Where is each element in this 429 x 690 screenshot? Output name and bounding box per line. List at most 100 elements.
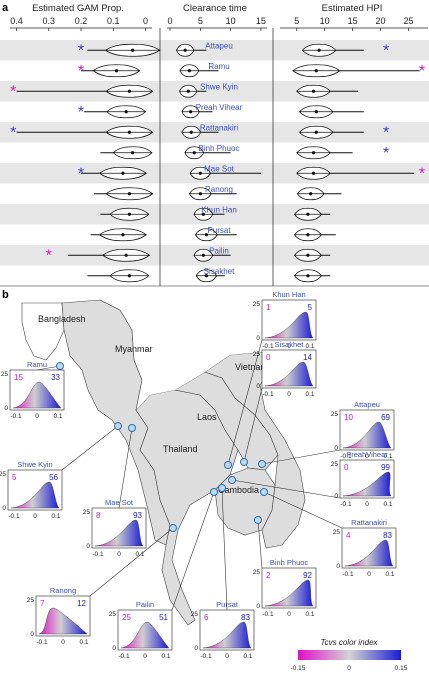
violin-median [198,192,202,196]
inset-xtick: -0.1 [340,501,352,508]
leader-line [221,487,228,611]
gam-tick-label: 0 [143,16,148,26]
count-right: 69 [381,413,390,422]
count-right: 51 [159,613,168,622]
inset-xtick: 0 [287,391,291,398]
colorbar-title: Tcvs color index [320,638,378,647]
violin-median [204,233,208,237]
inset-ytick: 0 [86,543,90,550]
inset-xtick: 0 [35,413,39,420]
inset-xtick: 0.1 [53,413,62,420]
violin-median [183,48,187,52]
site-marker [228,476,236,484]
violin-median [189,130,193,134]
leader-line [227,339,263,466]
inset-xtick: 0 [365,501,369,508]
count-right: 56 [49,473,58,482]
violin-median [124,110,128,114]
violin-median [317,48,321,52]
inset-ytick: 0 [194,645,198,652]
label-vietnam: Vietnam [235,362,268,372]
violin-median [201,212,205,216]
inset-xtick: -0.1 [262,391,274,398]
violin-median [127,274,132,278]
inset-title: Khun Han [272,290,305,299]
significance-star: * [10,83,16,100]
inset-ytick: 0 [256,383,260,390]
leader-line [263,491,343,529]
inset-ytick: 25 [27,597,35,604]
bangladesh-shape [21,302,65,361]
site-marker [210,488,218,496]
inset-xtick: 0 [33,513,37,520]
leader-line [61,425,119,471]
label-thailand: Thailand [163,444,198,454]
count-left: 0 [344,463,349,472]
site-label: Pursat [207,226,231,235]
inset-xtick: -0.1 [36,639,48,646]
inset-ytick: 0 [256,335,260,342]
count-right: 5 [308,303,313,312]
violin-median [306,212,310,216]
significance-star: * [419,63,425,80]
significance-star: * [10,124,16,141]
count-left: 15 [14,373,23,382]
inset-xtick: 0 [143,653,147,660]
violin-median [189,110,193,114]
violin-median [306,253,310,257]
leader-line [89,527,174,597]
inset-xtick: 0.1 [243,653,252,660]
violin-median [311,151,316,155]
violin-median [306,233,310,237]
inset-title: Rattanakiri [351,518,387,527]
violin-median [121,233,125,237]
inset-xtick: 0 [117,551,121,558]
inset-xtick: 0 [61,639,65,646]
site-label: Pailin [209,246,229,255]
clearance-title: Clearance time [183,3,247,14]
inset-xtick: 0.1 [51,513,60,520]
inset-ytick: 0 [334,493,338,500]
inset-ytick: 0 [336,563,340,570]
density-curve [202,621,252,649]
site-marker [240,458,248,466]
count-right: 14 [303,353,312,362]
hpi-violins [292,43,420,283]
site-marker [218,484,226,492]
site-marker [114,422,122,430]
inset-title: PreahVihear [346,450,388,459]
gam-tick-label: 0.4 [10,16,23,26]
inset-xtick: -0.1 [200,653,212,660]
site-marker [169,524,177,532]
violin-median [127,212,132,216]
inset-title: Sisakhet [275,340,305,349]
count-left: 8 [96,511,101,520]
count-left: 4 [346,531,351,540]
inset-xtick: 0 [365,453,369,460]
significance-star: * [419,165,425,182]
significance-star: * [78,165,84,182]
inset-ytick: 0 [256,603,260,610]
density-curve [342,421,392,449]
significance-star: * [78,104,84,121]
inset-ytick: 25 [333,529,341,536]
violin-median [204,274,208,278]
gam-tick-label: 0.3 [42,16,55,26]
inset-title: Binh Phuoc [270,558,309,567]
site-label: Mae Sot [204,164,235,173]
violin-median [131,48,135,52]
axes-panel-a: 0.4 0.3 0.2 0.1 0 0 5 10 15 5 10 15 20 25 [0,16,429,287]
clearance-tick-label: 5 [198,16,203,26]
leader-lines [36,339,343,611]
violin-median [124,253,128,257]
colorbar-tick-0: -0.15 [291,665,306,672]
inset-title: Pursat [216,600,239,609]
